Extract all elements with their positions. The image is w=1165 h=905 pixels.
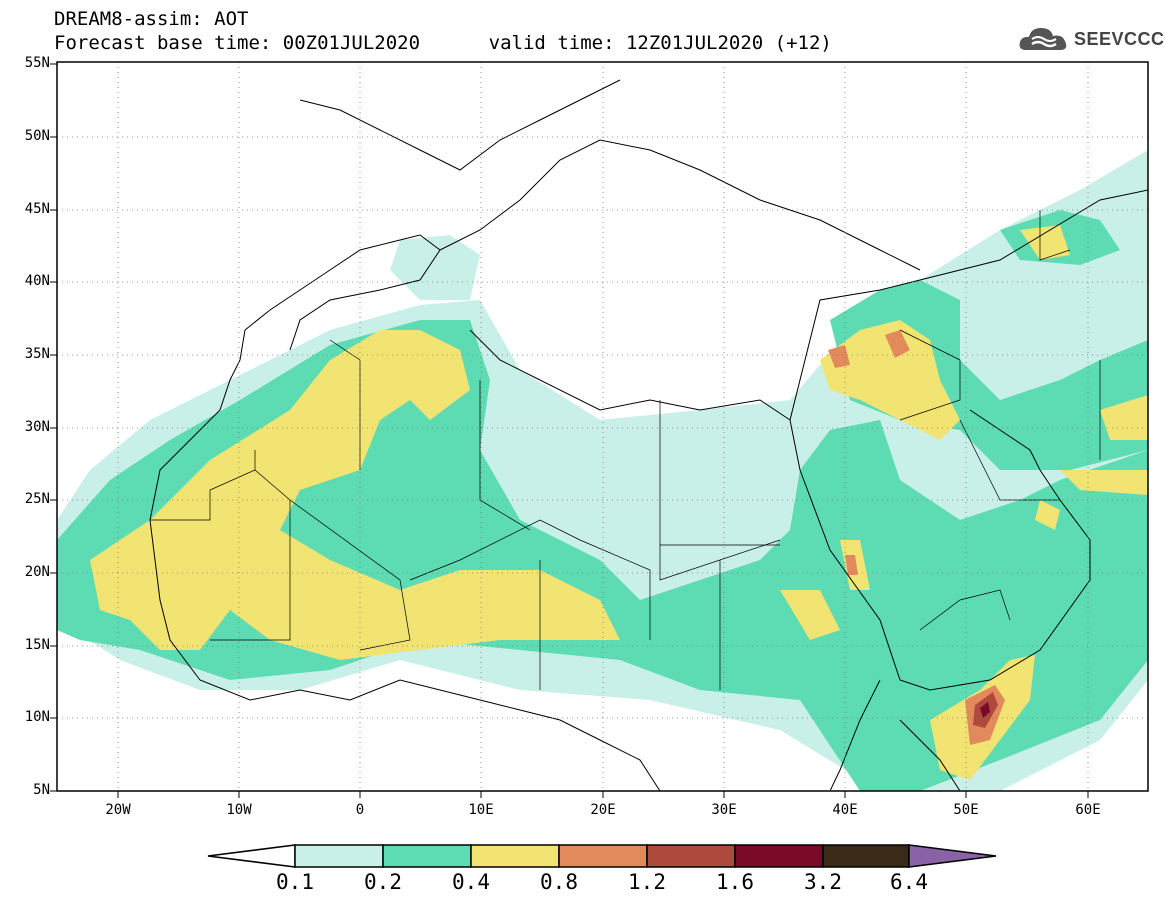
lat-label: 15N <box>24 637 50 653</box>
lat-label: 20N <box>24 564 50 580</box>
colorbar-segment <box>382 844 472 868</box>
colorbar-label: 6.4 <box>890 870 928 894</box>
map-subtitle-times: Forecast base time: 00Z01JUL2020 valid t… <box>54 32 832 54</box>
lon-label: 10W <box>226 802 252 818</box>
aot-band-0.4 <box>1020 225 1070 260</box>
lon-label: 0 <box>355 802 365 818</box>
seevccc-logo: SEEVCCC <box>1018 24 1165 54</box>
lat-label: 25N <box>24 491 50 507</box>
lon-label: 20E <box>590 802 616 818</box>
aot-band-0.4 <box>1060 470 1148 495</box>
cloud-icon <box>1019 28 1067 50</box>
lat-label: 50N <box>24 128 50 144</box>
lat-label: 10N <box>24 709 50 725</box>
colorbar-segment <box>822 844 910 868</box>
colorbar-label: 1.2 <box>628 870 666 894</box>
lat-label: 45N <box>24 201 50 217</box>
colorbar-segment <box>734 844 824 868</box>
lon-label: 10E <box>468 802 494 818</box>
colorbar <box>207 844 997 868</box>
aot-band-0.4 <box>1035 500 1060 530</box>
axis-ticks <box>50 63 1089 798</box>
lat-label: 40N <box>24 273 50 289</box>
map-title: DREAM8-assim: AOT <box>54 8 249 30</box>
colorbar-label: 0.2 <box>364 870 402 894</box>
aot-band-0.4 <box>780 590 840 640</box>
colorbar-segment <box>558 844 648 868</box>
colorbar-label: 0.1 <box>276 870 314 894</box>
lon-label: 40E <box>832 802 858 818</box>
coastlines <box>149 79 1149 792</box>
lat-label: 55N <box>24 55 50 71</box>
graticule <box>57 62 1148 791</box>
aot-band-0.8 <box>845 555 858 575</box>
colorbar-segment <box>646 844 736 868</box>
lon-label: 60E <box>1075 802 1101 818</box>
aot-band-0.4 <box>90 330 620 660</box>
aot-field <box>57 150 1148 791</box>
colorbar-label: 0.8 <box>540 870 578 894</box>
logo-text: SEEVCCC <box>1074 28 1165 49</box>
lat-label: 5N <box>33 782 50 798</box>
colorbar-label: 0.4 <box>452 870 490 894</box>
colorbar-segment <box>294 844 384 868</box>
aot-band-0.4 <box>820 320 960 440</box>
colorbar-segment <box>470 844 560 868</box>
colorbar-label: 3.2 <box>804 870 842 894</box>
aot-band-0.4 <box>1100 395 1148 440</box>
aot-band-0.1 <box>390 235 480 300</box>
aot-band-0.8 <box>828 345 850 368</box>
colorbar-label: 1.6 <box>716 870 754 894</box>
colorbar-upper-arrow <box>908 844 997 868</box>
aot-band-0.8 <box>885 330 910 358</box>
lat-label: 30N <box>24 419 50 435</box>
lon-label: 20W <box>105 802 131 818</box>
lon-label: 50E <box>953 802 979 818</box>
lat-label: 35N <box>24 346 50 362</box>
aot-band-1.6 <box>980 702 990 718</box>
country-borders <box>150 210 1101 690</box>
colorbar-lower-arrow <box>207 844 296 868</box>
lon-label: 30E <box>711 802 737 818</box>
